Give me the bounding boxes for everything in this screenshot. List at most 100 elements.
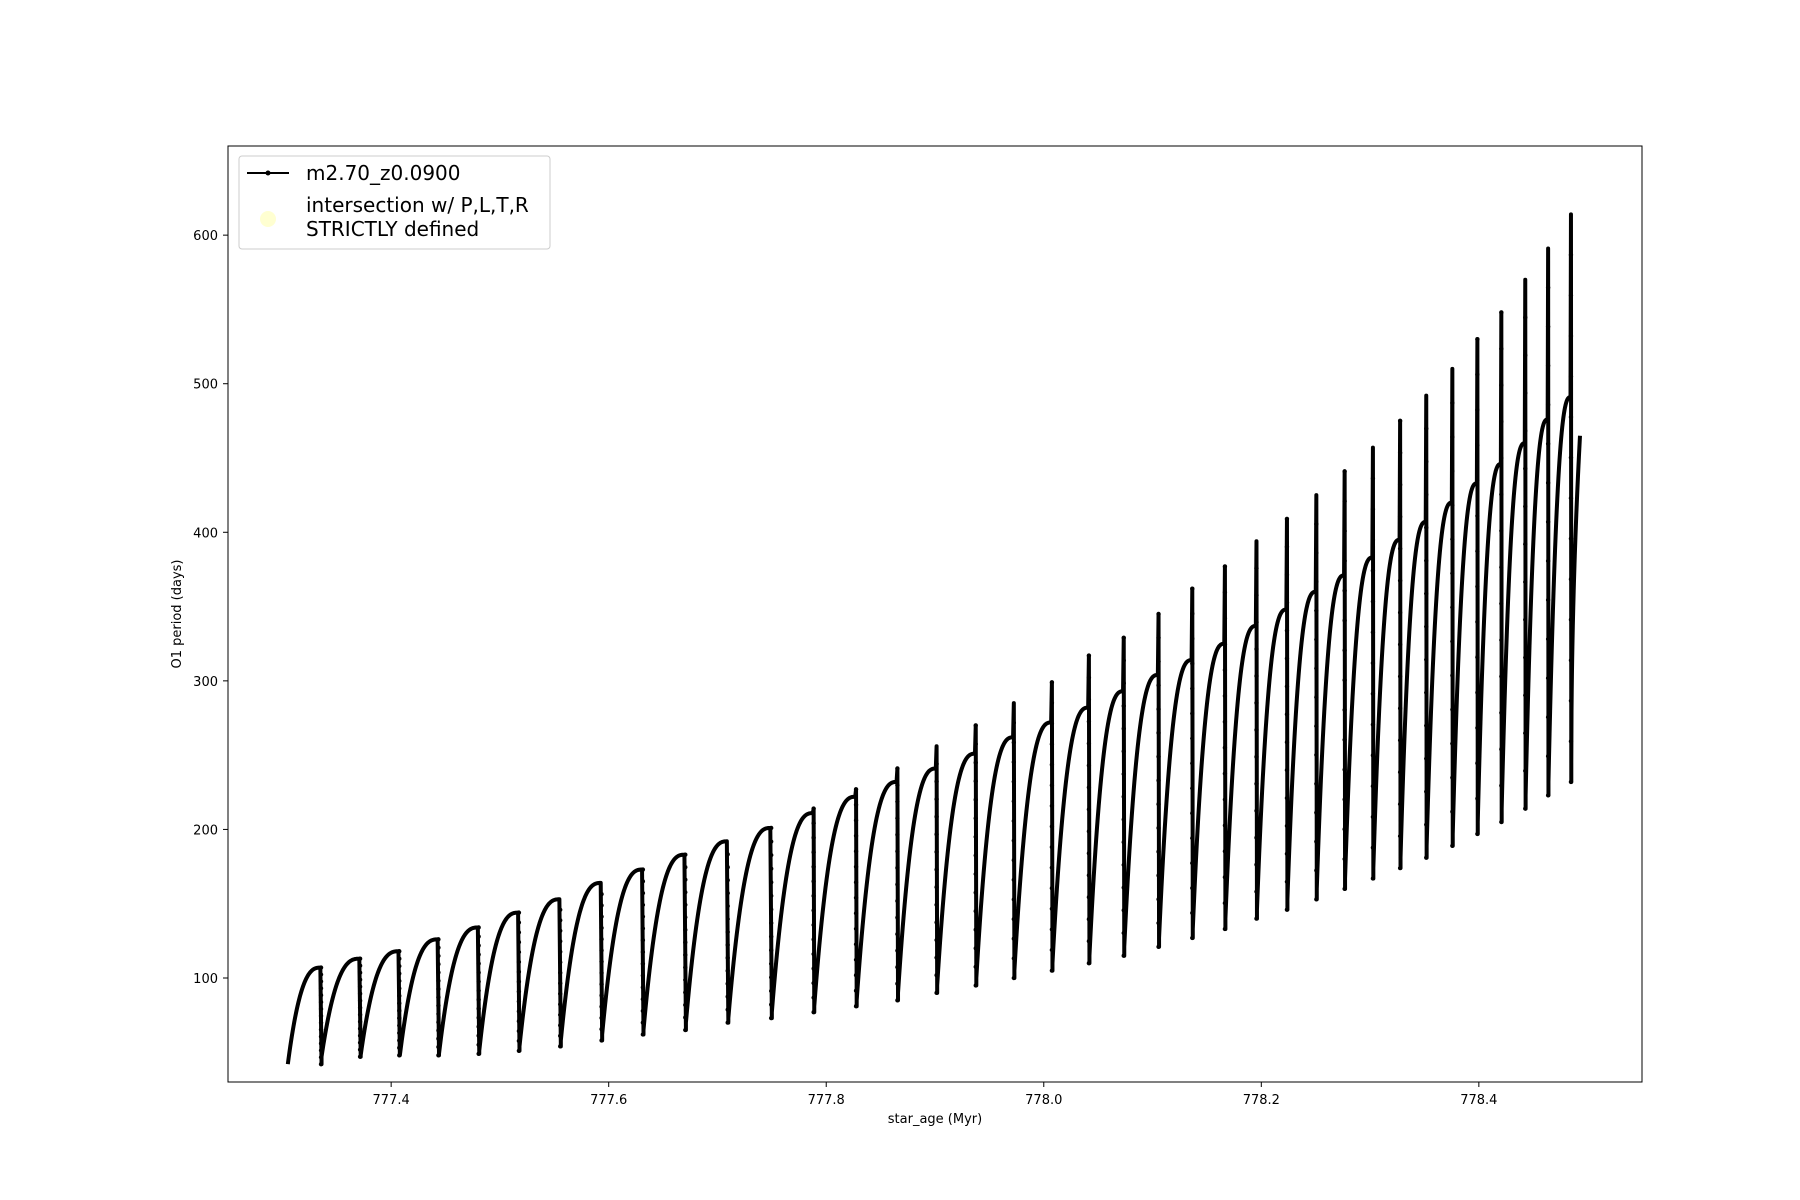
legend-intersection-marker <box>260 211 276 227</box>
series-point <box>1397 706 1403 711</box>
series-point <box>811 820 816 826</box>
series-point <box>1254 835 1259 840</box>
series-point <box>1523 390 1528 396</box>
series-point <box>516 1038 522 1044</box>
series-point <box>1475 831 1480 837</box>
series-point <box>476 1015 481 1020</box>
series-point <box>476 961 481 966</box>
y-tick-label: 100 <box>193 972 218 987</box>
series-point <box>599 948 604 953</box>
series-point <box>895 766 900 771</box>
series-point <box>1121 794 1126 799</box>
series-point <box>1424 525 1429 530</box>
series-point <box>973 964 978 970</box>
series-point <box>1370 660 1376 666</box>
series-point <box>1545 597 1551 603</box>
series-point <box>1314 723 1319 729</box>
series-point <box>558 939 563 944</box>
series-point <box>1545 402 1551 407</box>
series-point <box>640 973 646 978</box>
series-point <box>811 864 816 869</box>
series-point <box>1156 778 1161 783</box>
series-point <box>1121 953 1126 958</box>
series-point <box>1049 927 1055 932</box>
series-point <box>811 922 816 928</box>
series-point <box>853 926 859 931</box>
series-point <box>895 948 900 953</box>
series-point <box>895 998 900 1003</box>
series-point <box>1314 666 1319 671</box>
series-point <box>683 890 688 895</box>
series-point <box>1254 646 1259 652</box>
series-point <box>1397 770 1403 775</box>
series-point <box>599 1026 604 1032</box>
series-point <box>1342 528 1347 534</box>
series-point <box>725 890 730 896</box>
series-point <box>1156 611 1161 617</box>
series-point <box>1086 917 1092 922</box>
series-point <box>1011 779 1017 784</box>
series-point <box>318 1013 324 1019</box>
series-point <box>1254 781 1259 786</box>
series-point <box>768 880 774 885</box>
series-point <box>934 761 939 767</box>
series-point <box>934 832 939 837</box>
series-point <box>516 930 522 935</box>
series-point <box>436 970 441 975</box>
series-point <box>640 1032 646 1037</box>
series-point <box>683 865 688 870</box>
series-point <box>1475 654 1480 660</box>
series-point <box>853 880 859 885</box>
series-point <box>895 931 900 937</box>
series-point <box>640 1008 646 1014</box>
series-point <box>1370 506 1376 512</box>
series-point <box>1397 418 1403 424</box>
series-point <box>1222 641 1228 647</box>
series-point <box>1475 407 1480 413</box>
series-point <box>1156 873 1161 878</box>
series-point <box>357 991 363 996</box>
series-point <box>768 825 774 831</box>
series-point <box>640 961 646 966</box>
x-tick-label: 778.2 <box>1243 1093 1280 1108</box>
series-point <box>725 942 730 948</box>
series-point <box>1314 781 1319 786</box>
series-point <box>1475 513 1480 519</box>
series-point <box>1499 783 1504 788</box>
series-point <box>1284 600 1290 605</box>
series-point <box>476 934 481 939</box>
series-point <box>318 979 324 984</box>
series-point <box>683 852 688 857</box>
series-point <box>318 972 324 977</box>
series-point <box>1499 565 1504 570</box>
series-point <box>1397 578 1403 583</box>
series-point <box>1523 541 1528 547</box>
series-point <box>934 884 939 890</box>
series-point <box>895 815 900 821</box>
series-point <box>1424 591 1429 596</box>
series-point <box>1499 601 1504 606</box>
series-point <box>1190 686 1195 691</box>
series-point <box>640 914 646 919</box>
series-point <box>1222 667 1228 673</box>
series-point <box>1545 558 1551 564</box>
series-point <box>436 962 441 967</box>
series-point <box>1499 710 1504 715</box>
series-point <box>397 1053 402 1058</box>
series-point <box>934 814 939 819</box>
series-point <box>1370 876 1376 881</box>
series-point <box>683 1002 688 1008</box>
series-point <box>318 1061 324 1067</box>
series-point <box>397 978 402 984</box>
series-point <box>934 779 939 784</box>
series-point <box>1475 372 1480 377</box>
series-point <box>1568 293 1574 298</box>
series-point <box>436 995 441 1000</box>
series-point <box>1011 799 1017 804</box>
series-point <box>1190 636 1195 641</box>
series-point <box>811 966 816 971</box>
series-point <box>476 952 481 957</box>
series-point <box>1011 897 1017 902</box>
series-point <box>934 902 939 907</box>
series-point <box>895 882 900 887</box>
